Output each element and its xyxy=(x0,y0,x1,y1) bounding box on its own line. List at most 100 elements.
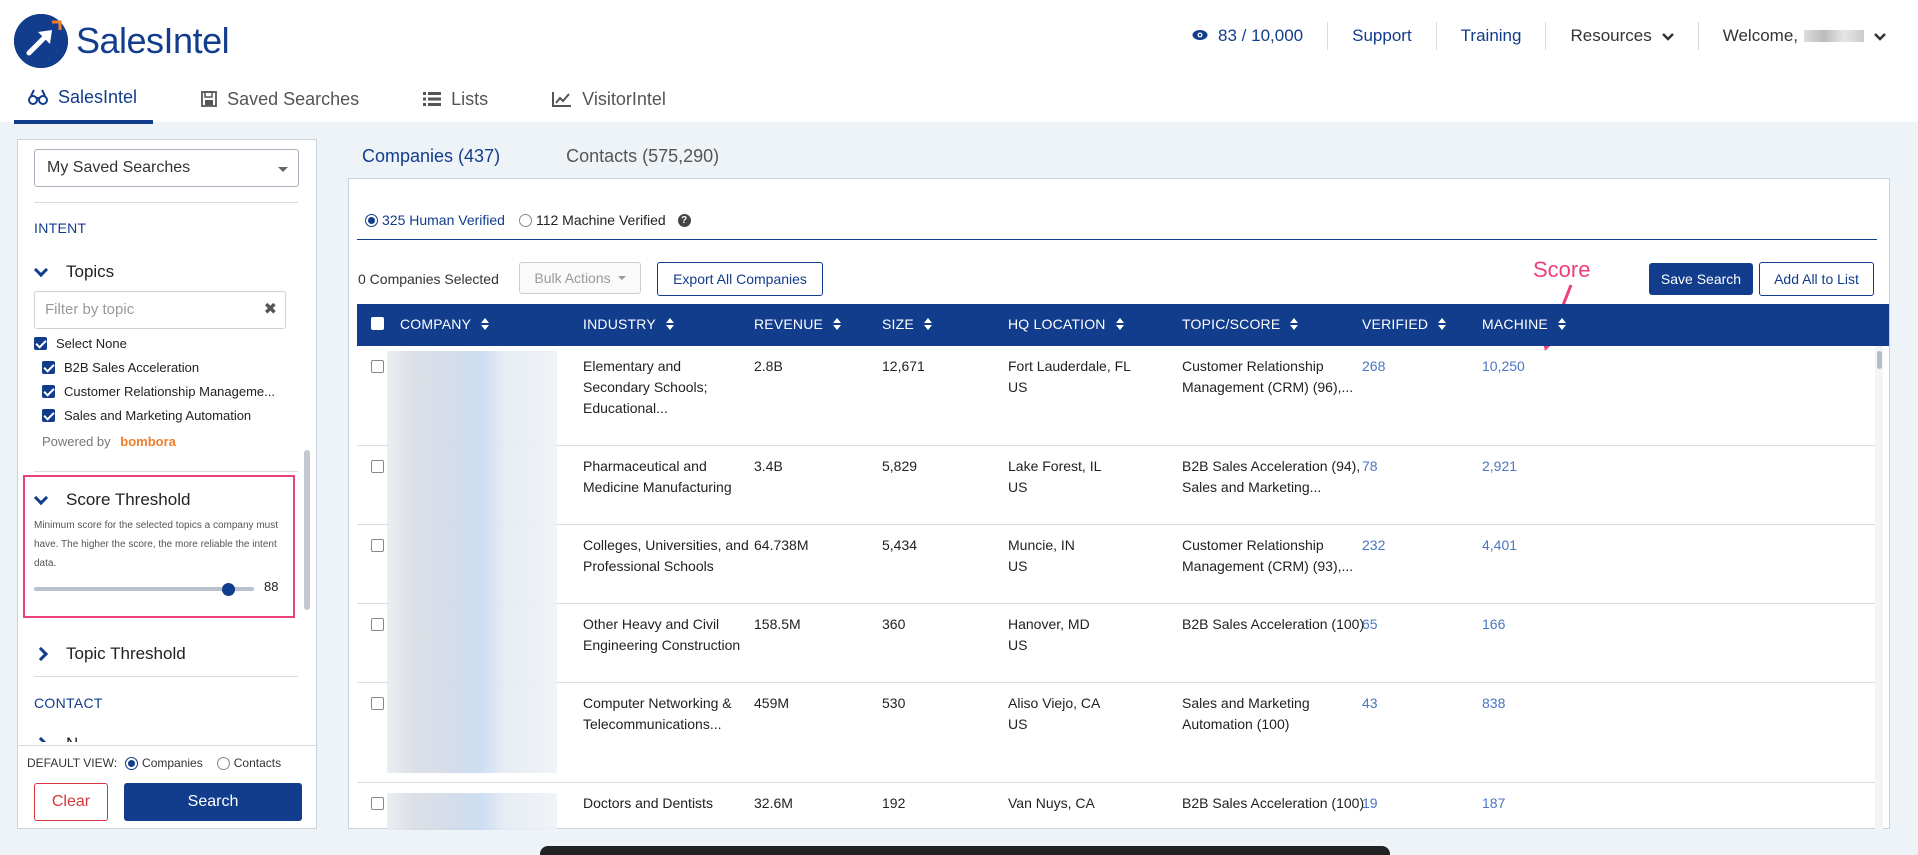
divider xyxy=(34,676,298,677)
table-scrollbar[interactable] xyxy=(1875,346,1883,830)
topic-label: Customer Relationship Manageme... xyxy=(64,384,275,399)
col-machine[interactable]: MACHINE xyxy=(1482,316,1566,332)
salesintel-logo[interactable]: SalesIntel xyxy=(14,14,230,68)
user-menu[interactable]: Welcome, xyxy=(1699,22,1886,50)
table-row[interactable]: Colleges, Universities, and Professional… xyxy=(357,525,1877,604)
topic-filter-input[interactable]: Filter by topic ✖ xyxy=(34,291,286,329)
chevron-down-icon xyxy=(1874,26,1886,46)
industry-cell: Elementary and Secondary Schools; Educat… xyxy=(583,358,708,416)
verified-count-link[interactable]: 43 xyxy=(1362,695,1378,711)
results-table-body[interactable]: Elementary and Secondary Schools; Educat… xyxy=(357,346,1877,830)
radio-companies[interactable] xyxy=(125,756,139,770)
checkbox-checked[interactable] xyxy=(34,337,47,350)
machine-count-link[interactable]: 4,401 xyxy=(1482,537,1518,553)
verified-count-link[interactable]: 19 xyxy=(1362,795,1378,811)
table-row[interactable]: Elementary and Secondary Schools; Educat… xyxy=(357,346,1877,446)
radio-label: Contacts xyxy=(233,756,282,770)
col-hq-location[interactable]: HQ LOCATION xyxy=(1008,316,1124,332)
nav-salesintel[interactable]: SalesIntel xyxy=(14,84,154,124)
save-search-button[interactable]: Save Search xyxy=(1649,263,1753,295)
nav-lists[interactable]: Lists xyxy=(409,84,504,124)
resources-menu[interactable]: Resources xyxy=(1546,22,1699,50)
sort-icon xyxy=(665,318,674,330)
export-all-button[interactable]: Export All Companies xyxy=(657,262,823,296)
tab-companies[interactable]: Companies (437) xyxy=(348,140,515,182)
credits-counter[interactable]: 83 / 10,000 xyxy=(1168,22,1329,50)
row-checkbox[interactable] xyxy=(371,618,384,631)
topic-score-cell: B2B Sales Acceleration (94), Sales and M… xyxy=(1182,458,1361,495)
verified-count-link[interactable]: 78 xyxy=(1362,458,1378,474)
row-checkbox[interactable] xyxy=(371,797,384,810)
col-label: MACHINE xyxy=(1482,316,1548,332)
chevron-right-icon xyxy=(33,646,49,662)
saved-searches-select[interactable]: My Saved Searches xyxy=(34,149,299,187)
verified-count-link[interactable]: 232 xyxy=(1362,537,1386,553)
divider xyxy=(34,202,298,203)
table-row[interactable]: Doctors and Dentists 32.6M 192 Van Nuys,… xyxy=(357,783,1877,830)
search-button[interactable]: Search xyxy=(124,783,302,821)
score-slider-handle[interactable] xyxy=(221,583,235,596)
col-industry[interactable]: INDUSTRY xyxy=(583,316,674,332)
verification-filter: 325 Human Verified 112 Machine Verified … xyxy=(365,212,691,228)
redacted-company-logo xyxy=(387,683,557,773)
row-checkbox[interactable] xyxy=(371,360,384,373)
machine-count-link[interactable]: 10,250 xyxy=(1482,358,1525,374)
hq-country: US xyxy=(1008,716,1028,732)
select-none-checkbox[interactable]: Select None xyxy=(34,336,127,351)
topic-checkbox[interactable]: B2B Sales Acceleration xyxy=(42,360,199,375)
col-size[interactable]: SIZE xyxy=(882,316,932,332)
support-link[interactable]: Support xyxy=(1328,22,1437,50)
size-cell: 12,671 xyxy=(882,358,925,374)
welcome-label: Welcome, xyxy=(1722,26,1798,45)
topics-toggle[interactable]: Topics xyxy=(33,262,114,282)
checkbox-checked[interactable] xyxy=(42,409,55,422)
topic-threshold-toggle[interactable]: Topic Threshold xyxy=(33,644,186,664)
topic-checkbox[interactable]: Sales and Marketing Automation xyxy=(42,408,251,423)
radio-contacts[interactable] xyxy=(216,756,230,770)
bulk-actions-label: Bulk Actions xyxy=(534,270,611,286)
col-topic-score[interactable]: TOPIC/SCORE xyxy=(1182,316,1299,332)
verified-count-link[interactable]: 268 xyxy=(1362,358,1386,374)
hq-city: Lake Forest, IL xyxy=(1008,458,1102,474)
checkbox-checked[interactable] xyxy=(42,385,55,398)
col-verified[interactable]: VERIFIED xyxy=(1362,316,1447,332)
row-checkbox[interactable] xyxy=(371,697,384,710)
sidebar-scrollbar[interactable] xyxy=(304,450,310,610)
filters-scroll-area[interactable]: INTENT Topics Filter by topic ✖ Select N… xyxy=(18,202,318,742)
verified-count-link[interactable]: 65 xyxy=(1362,616,1378,632)
nav-visitorintel[interactable]: VisitorIntel xyxy=(538,84,682,124)
checkbox-checked[interactable] xyxy=(42,361,55,374)
size-cell: 5,829 xyxy=(882,458,918,474)
industry-cell: Computer Networking & Telecommunications… xyxy=(583,695,732,732)
radio-machine-verified[interactable] xyxy=(518,213,532,227)
table-row[interactable]: Computer Networking & Telecommunications… xyxy=(357,683,1877,783)
machine-count-link[interactable]: 187 xyxy=(1482,795,1506,811)
table-row[interactable]: Other Heavy and Civil Engineering Constr… xyxy=(357,604,1877,683)
machine-count-link[interactable]: 2,921 xyxy=(1482,458,1518,474)
clear-button[interactable]: Clear xyxy=(34,783,108,821)
table-row[interactable]: Pharmaceutical and Medicine Manufacturin… xyxy=(357,446,1877,525)
add-all-to-list-button[interactable]: Add All to List xyxy=(1759,262,1874,296)
tab-contacts[interactable]: Contacts (575,290) xyxy=(566,146,720,166)
machine-count-link[interactable]: 166 xyxy=(1482,616,1506,632)
row-checkbox[interactable] xyxy=(371,460,384,473)
score-value: 88 xyxy=(264,579,279,594)
clear-x-icon[interactable]: ✖ xyxy=(263,301,277,318)
select-all-checkbox[interactable] xyxy=(371,317,384,330)
table-scrollbar-thumb[interactable] xyxy=(1877,351,1882,369)
score-threshold-toggle[interactable]: Score Threshold xyxy=(33,490,190,510)
machine-count-link[interactable]: 838 xyxy=(1482,695,1506,711)
row-checkbox[interactable] xyxy=(371,539,384,552)
topic-score-cell: B2B Sales Acceleration (100) xyxy=(1182,616,1365,632)
score-slider-track[interactable] xyxy=(34,587,254,591)
hq-city: Muncie, IN xyxy=(1008,537,1075,553)
topic-checkbox[interactable]: Customer Relationship Manageme... xyxy=(42,384,275,399)
bulk-actions-button[interactable]: Bulk Actions xyxy=(519,262,641,294)
nav-saved-searches[interactable]: Saved Searches xyxy=(187,84,375,124)
contact-filter-toggle[interactable]: N xyxy=(33,734,78,742)
col-company[interactable]: COMPANY xyxy=(400,316,490,332)
radio-human-verified[interactable] xyxy=(365,213,378,227)
help-icon[interactable]: ? xyxy=(677,213,691,227)
training-link[interactable]: Training xyxy=(1437,22,1547,50)
col-revenue[interactable]: REVENUE xyxy=(754,316,842,332)
